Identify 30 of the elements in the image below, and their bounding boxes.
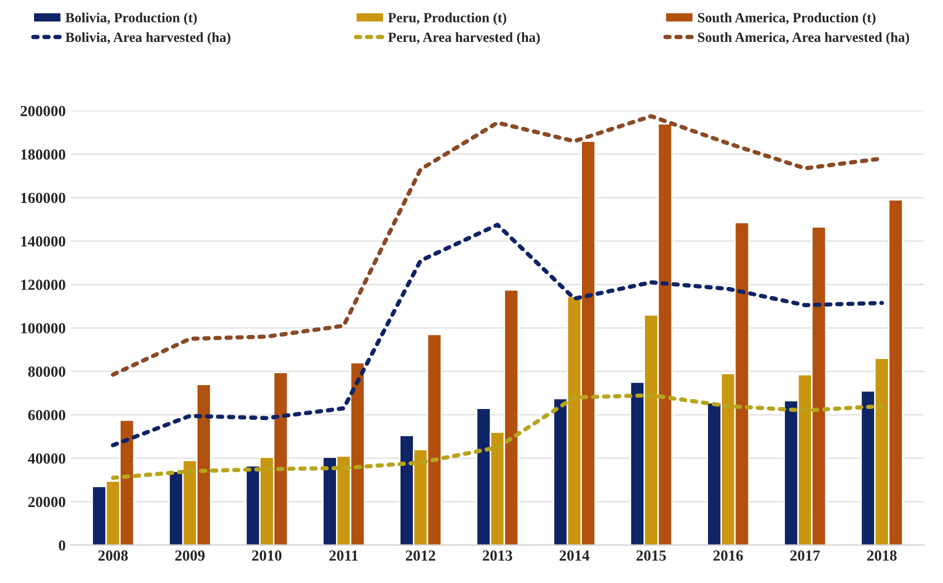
x-tick-label: 2008 <box>98 550 128 561</box>
y-tick-label: 160000 <box>21 192 66 204</box>
y-tick-label: 20000 <box>28 496 66 508</box>
legend-label: Peru, Production (t) <box>388 12 506 26</box>
y-tick-label: 200000 <box>20 106 66 116</box>
x-tick-label: 2010 <box>252 550 282 561</box>
x-tick-label: 2015 <box>636 550 666 561</box>
x-tick-label: 2016 <box>713 550 743 561</box>
x-tick-label: 2013 <box>482 550 512 561</box>
y-tick-label: 0 <box>58 540 66 551</box>
x-tick-label: 2014 <box>560 550 590 561</box>
y-tick-label: 120000 <box>21 280 66 290</box>
y-tick-label: 80000 <box>28 366 66 377</box>
y-tick-label: 140000 <box>21 236 66 247</box>
x-tick-label: 2009 <box>175 550 205 561</box>
line-series <box>110 222 884 448</box>
x-tick-label: 2012 <box>406 550 436 561</box>
legend-label: Bolivia, Production (t) <box>66 12 197 26</box>
y-tick-label: 100000 <box>21 323 66 334</box>
legend-label: South America, Area harvested (ha) <box>698 32 910 45</box>
legend-label: Peru, Area harvested (ha) <box>388 32 540 45</box>
legend-label: South America, Production (t) <box>698 12 876 26</box>
y-tick-label: 180000 <box>21 149 66 160</box>
line-series <box>110 393 884 480</box>
x-tick-label: 2018 <box>867 550 897 561</box>
legend-label: Bolivia, Area harvested (ha) <box>66 32 230 45</box>
x-tick-label: 2011 <box>329 550 358 561</box>
x-tick-label: 2017 <box>790 550 820 561</box>
y-tick-label: 40000 <box>28 453 66 464</box>
y-tick-label: 60000 <box>28 410 66 420</box>
